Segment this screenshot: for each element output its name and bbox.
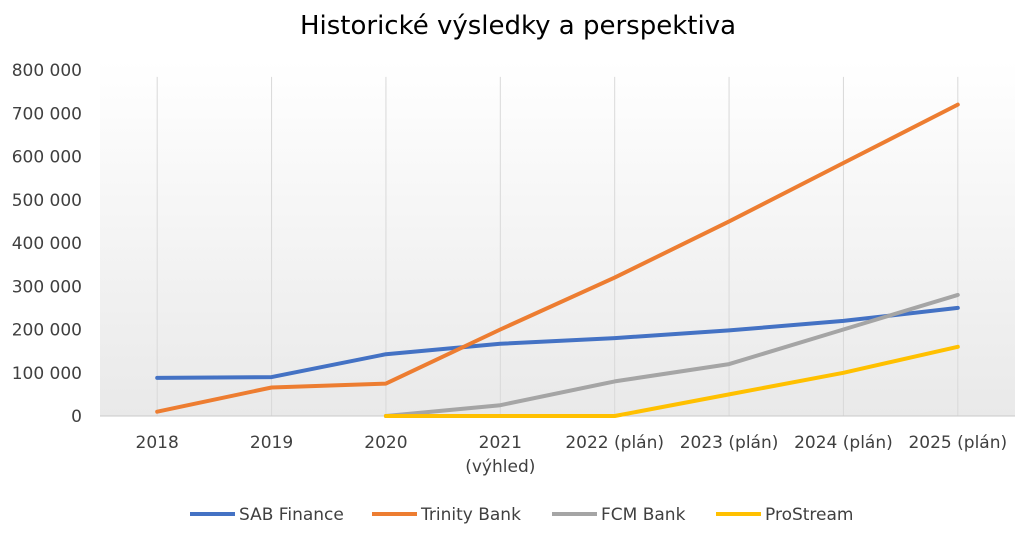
legend-item-prostream: ProStream — [716, 505, 853, 525]
x-tick-label: (výhled) — [465, 457, 535, 477]
plot-background — [100, 60, 1015, 416]
y-tick-label: 100 000 — [12, 364, 82, 384]
series-line-prostream — [383, 344, 960, 418]
legend-label: SAB Finance — [239, 505, 344, 525]
x-axis-tick-labels: 2018 2019 2020 2021 (výhled) 2022 (plán) 2023 … — [136, 433, 1008, 477]
legend-label: Trinity Bank — [420, 505, 521, 525]
x-tick-label: 2020 — [364, 433, 407, 453]
x-tick-label: 2022 (plán) — [565, 433, 664, 453]
y-tick-label: 800 000 — [12, 61, 82, 81]
x-tick-label: 2018 — [136, 433, 179, 453]
y-tick-label: 300 000 — [12, 277, 82, 297]
y-tick-label: 600 000 — [12, 148, 82, 168]
y-tick-label: 0 — [71, 407, 82, 427]
series-line-trinity-bank — [155, 102, 960, 414]
chart-title: Historické výsledky a perspektiva — [300, 11, 736, 41]
y-tick-label: 700 000 — [12, 104, 82, 124]
series-lines — [155, 102, 960, 418]
y-tick-label: 400 000 — [12, 234, 82, 254]
x-tick-label: 2024 (plán) — [794, 433, 893, 453]
x-tick-label: 2023 (plán) — [680, 433, 779, 453]
y-tick-label: 200 000 — [12, 321, 82, 341]
series-line-sab-finance — [155, 305, 960, 380]
legend-item-fcm-bank: FCM Bank — [552, 505, 686, 525]
gridlines — [156, 76, 959, 416]
series-line-fcm-bank — [383, 292, 960, 418]
legend-item-sab-finance: SAB Finance — [190, 505, 344, 525]
x-tick-label: 2019 — [250, 433, 293, 453]
legend-label: ProStream — [765, 505, 853, 525]
x-tick-label: 2025 (plán) — [908, 433, 1007, 453]
legend-label: FCM Bank — [601, 505, 686, 525]
legend-item-trinity-bank: Trinity Bank — [372, 505, 521, 525]
y-axis-tick-labels: 0 100 000 200 000 300 000 400 000 500 000 600 … — [12, 61, 82, 427]
x-tick-label: 2021 — [479, 433, 522, 453]
y-tick-label: 500 000 — [12, 191, 82, 211]
legend: SAB Finance Trinity Bank FCM Bank ProStream — [190, 505, 853, 525]
